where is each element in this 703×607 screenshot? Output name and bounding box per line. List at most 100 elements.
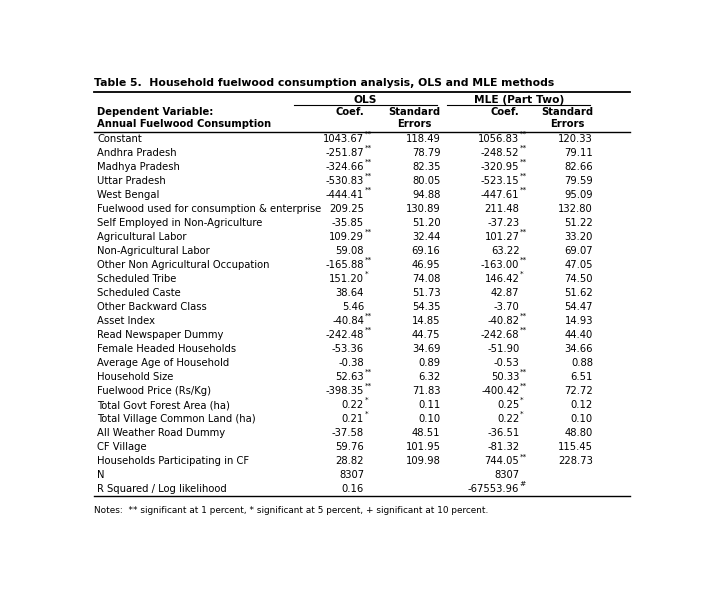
- Text: 79.59: 79.59: [565, 175, 593, 186]
- Text: Non-Agricultural Labor: Non-Agricultural Labor: [97, 246, 210, 256]
- Text: **: **: [520, 131, 527, 137]
- Text: 54.47: 54.47: [565, 302, 593, 312]
- Text: -37.58: -37.58: [332, 428, 364, 438]
- Text: Average Age of Household: Average Age of Household: [97, 358, 229, 368]
- Text: 72.72: 72.72: [565, 386, 593, 396]
- Text: 69.07: 69.07: [565, 246, 593, 256]
- Text: *: *: [520, 271, 524, 277]
- Text: 0.12: 0.12: [571, 400, 593, 410]
- Text: 5.46: 5.46: [342, 302, 364, 312]
- Text: #: #: [520, 481, 526, 487]
- Text: 63.22: 63.22: [491, 246, 520, 256]
- Text: 146.42: 146.42: [484, 274, 520, 284]
- Text: 1056.83: 1056.83: [478, 134, 520, 144]
- Text: *: *: [520, 411, 524, 417]
- Text: **: **: [365, 383, 372, 389]
- Text: 94.88: 94.88: [412, 190, 440, 200]
- Text: **: **: [520, 369, 527, 375]
- Text: 130.89: 130.89: [406, 204, 440, 214]
- Text: **: **: [365, 257, 372, 263]
- Text: 8307: 8307: [494, 470, 520, 480]
- Text: -523.15: -523.15: [481, 175, 520, 186]
- Text: -242.48: -242.48: [325, 330, 364, 340]
- Text: Table 5.  Household fuelwood consumption analysis, OLS and MLE methods: Table 5. Household fuelwood consumption …: [94, 78, 555, 89]
- Text: 78.79: 78.79: [412, 148, 440, 158]
- Text: 46.95: 46.95: [412, 260, 440, 270]
- Text: -320.95: -320.95: [481, 161, 520, 172]
- Text: -35.85: -35.85: [332, 218, 364, 228]
- Text: 0.10: 0.10: [571, 414, 593, 424]
- Text: 0.11: 0.11: [418, 400, 440, 410]
- Text: Read Newspaper Dummy: Read Newspaper Dummy: [97, 330, 224, 340]
- Text: MLE (Part Two): MLE (Part Two): [475, 95, 565, 105]
- Text: 0.22: 0.22: [497, 414, 520, 424]
- Text: Self Employed in Non-Agriculture: Self Employed in Non-Agriculture: [97, 218, 262, 228]
- Text: **: **: [365, 369, 372, 375]
- Text: 151.20: 151.20: [329, 274, 364, 284]
- Text: 14.93: 14.93: [565, 316, 593, 326]
- Text: -0.38: -0.38: [338, 358, 364, 368]
- Text: **: **: [365, 131, 372, 137]
- Text: Other Non Agricultural Occupation: Other Non Agricultural Occupation: [97, 260, 270, 270]
- Text: R Squared / Log likelihood: R Squared / Log likelihood: [97, 484, 227, 494]
- Text: 48.51: 48.51: [412, 428, 440, 438]
- Text: Asset Index: Asset Index: [97, 316, 155, 326]
- Text: 109.98: 109.98: [406, 456, 440, 466]
- Text: **: **: [365, 187, 372, 193]
- Text: -51.90: -51.90: [487, 344, 520, 354]
- Text: Other Backward Class: Other Backward Class: [97, 302, 207, 312]
- Text: 1043.67: 1043.67: [323, 134, 364, 144]
- Text: Fuelwood Price (Rs/Kg): Fuelwood Price (Rs/Kg): [97, 386, 211, 396]
- Text: 82.66: 82.66: [565, 161, 593, 172]
- Text: 95.09: 95.09: [565, 190, 593, 200]
- Text: **: **: [520, 145, 527, 151]
- Text: -447.61: -447.61: [481, 190, 520, 200]
- Text: 0.89: 0.89: [418, 358, 440, 368]
- Text: -165.88: -165.88: [325, 260, 364, 270]
- Text: Fuelwood used for consumption & enterprise: Fuelwood used for consumption & enterpri…: [97, 204, 321, 214]
- Text: -3.70: -3.70: [494, 302, 520, 312]
- Text: 0.16: 0.16: [342, 484, 364, 494]
- Text: 6.32: 6.32: [418, 372, 440, 382]
- Text: *: *: [365, 411, 368, 417]
- Text: -398.35: -398.35: [325, 386, 364, 396]
- Text: 32.44: 32.44: [412, 232, 440, 242]
- Text: 42.87: 42.87: [491, 288, 520, 298]
- Text: 34.66: 34.66: [565, 344, 593, 354]
- Text: 54.35: 54.35: [412, 302, 440, 312]
- Text: **: **: [520, 187, 527, 193]
- Text: 74.50: 74.50: [565, 274, 593, 284]
- Text: **: **: [520, 327, 527, 333]
- Text: Total Govt Forest Area (ha): Total Govt Forest Area (ha): [97, 400, 230, 410]
- Text: *: *: [365, 397, 368, 403]
- Text: 44.75: 44.75: [412, 330, 440, 340]
- Text: 44.40: 44.40: [565, 330, 593, 340]
- Text: **: **: [520, 159, 527, 165]
- Text: 8307: 8307: [339, 470, 364, 480]
- Text: **: **: [520, 383, 527, 389]
- Text: **: **: [520, 229, 527, 235]
- Text: *: *: [520, 397, 524, 403]
- Text: 48.80: 48.80: [565, 428, 593, 438]
- Text: 38.64: 38.64: [336, 288, 364, 298]
- Text: 228.73: 228.73: [558, 456, 593, 466]
- Text: Dependent Variable:
Annual Fuelwood Consumption: Dependent Variable: Annual Fuelwood Cons…: [97, 107, 271, 129]
- Text: 0.10: 0.10: [418, 414, 440, 424]
- Text: 50.33: 50.33: [491, 372, 520, 382]
- Text: -324.66: -324.66: [325, 161, 364, 172]
- Text: *: *: [365, 271, 368, 277]
- Text: 115.45: 115.45: [558, 442, 593, 452]
- Text: 744.05: 744.05: [484, 456, 520, 466]
- Text: 34.69: 34.69: [412, 344, 440, 354]
- Text: **: **: [520, 173, 527, 179]
- Text: **: **: [365, 327, 372, 333]
- Text: Agricultural Labor: Agricultural Labor: [97, 232, 186, 242]
- Text: Standard
Errors: Standard Errors: [541, 107, 593, 129]
- Text: 51.73: 51.73: [412, 288, 440, 298]
- Text: Madhya Pradesh: Madhya Pradesh: [97, 161, 180, 172]
- Text: Constant: Constant: [97, 134, 142, 144]
- Text: 132.80: 132.80: [558, 204, 593, 214]
- Text: -251.87: -251.87: [325, 148, 364, 158]
- Text: -36.51: -36.51: [487, 428, 520, 438]
- Text: -37.23: -37.23: [487, 218, 520, 228]
